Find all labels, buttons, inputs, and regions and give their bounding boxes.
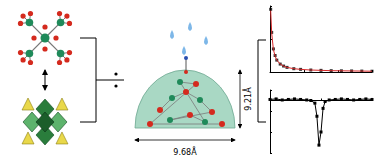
svg-text:9.21Å: 9.21Å [242,87,253,111]
svg-text:9.68Å: 9.68Å [173,146,197,157]
